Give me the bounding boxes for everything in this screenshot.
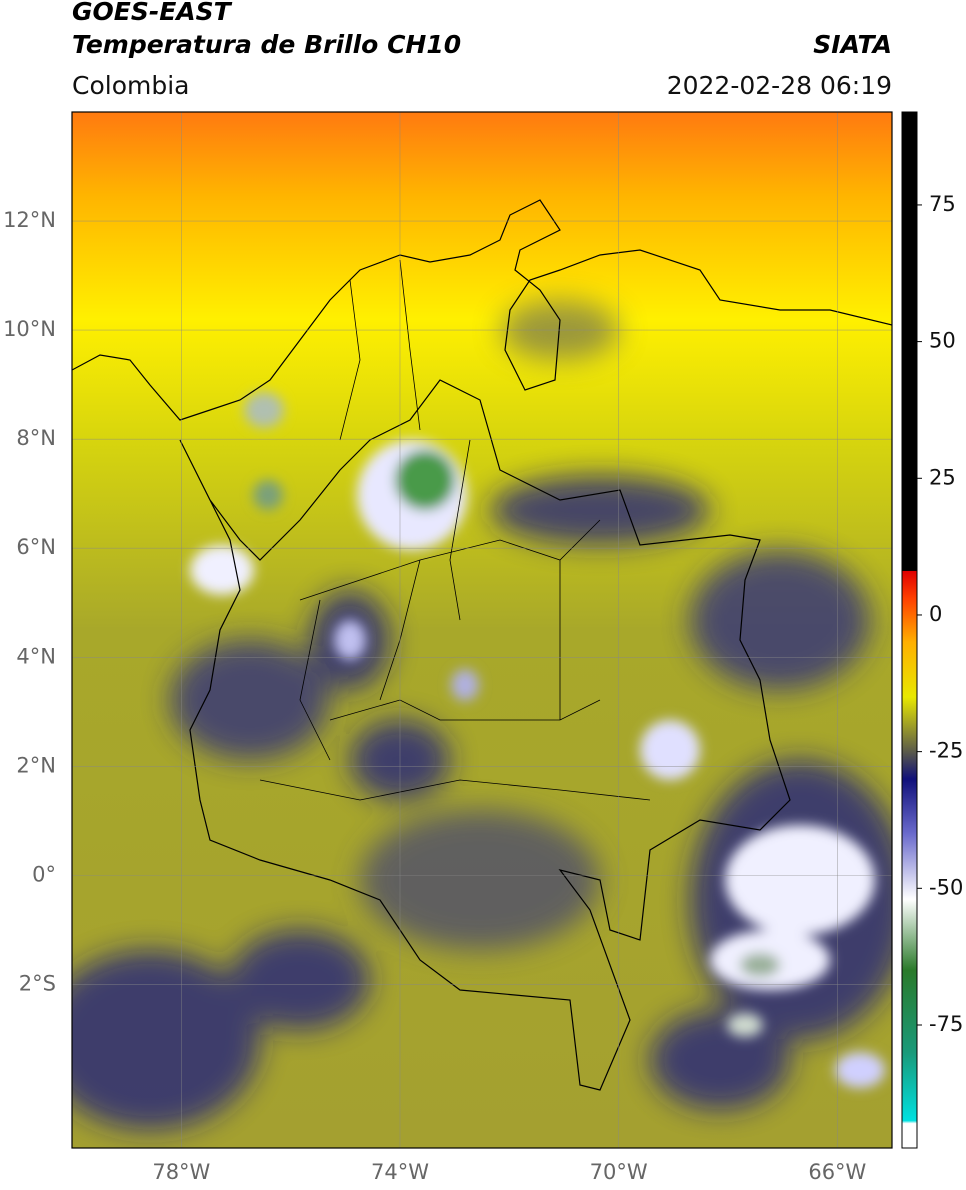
source: SIATA xyxy=(813,30,892,59)
title: GOES-EAST xyxy=(72,0,233,26)
borders xyxy=(72,199,892,1091)
satellite-image xyxy=(72,112,892,1148)
map-frame xyxy=(71,111,893,1149)
colorbar-tick-label: 50 xyxy=(929,329,956,353)
cold-cloud-tops xyxy=(190,392,885,1088)
x-tick-label: 70°W xyxy=(590,1160,648,1184)
graticule xyxy=(72,112,892,1148)
colorbar-tick-label: 25 xyxy=(929,465,956,489)
y-tick-label: 2°S xyxy=(19,971,56,995)
colorbar-tick-label: 75 xyxy=(929,192,956,216)
y-tick-label: 2°N xyxy=(16,753,56,777)
colorbar xyxy=(901,111,918,1149)
timestamp: 2022-02-28 06:19 xyxy=(667,71,892,100)
colorbar-tick-label: -75 xyxy=(929,1012,963,1036)
y-tick-label: 6°N xyxy=(16,535,56,559)
colorbar-tick-label: -50 xyxy=(929,875,963,899)
colombia-outline xyxy=(179,379,791,1091)
coastline xyxy=(72,199,892,421)
colorbar-tick-label: 0 xyxy=(929,602,942,626)
y-tick-label: 4°N xyxy=(16,644,56,668)
y-tick-label: 8°N xyxy=(16,426,56,450)
x-tick-label: 66°W xyxy=(808,1160,866,1184)
y-tick-label: 0° xyxy=(32,862,56,886)
region: Colombia xyxy=(72,71,189,100)
colorbar-tick-label: -25 xyxy=(929,739,963,763)
y-tick-label: 12°N xyxy=(3,208,56,232)
axes: 78°W 74°W 70°W 66°W 2°S 0° 2°N 4°N 6°N 8°N 10°N 12°… xyxy=(3,192,963,1184)
subtitle: Temperatura de Brillo CH10 xyxy=(72,30,461,59)
x-tick-label: 74°W xyxy=(371,1160,429,1184)
x-tick-label: 78°W xyxy=(152,1160,210,1184)
y-tick-label: 10°N xyxy=(3,317,56,341)
